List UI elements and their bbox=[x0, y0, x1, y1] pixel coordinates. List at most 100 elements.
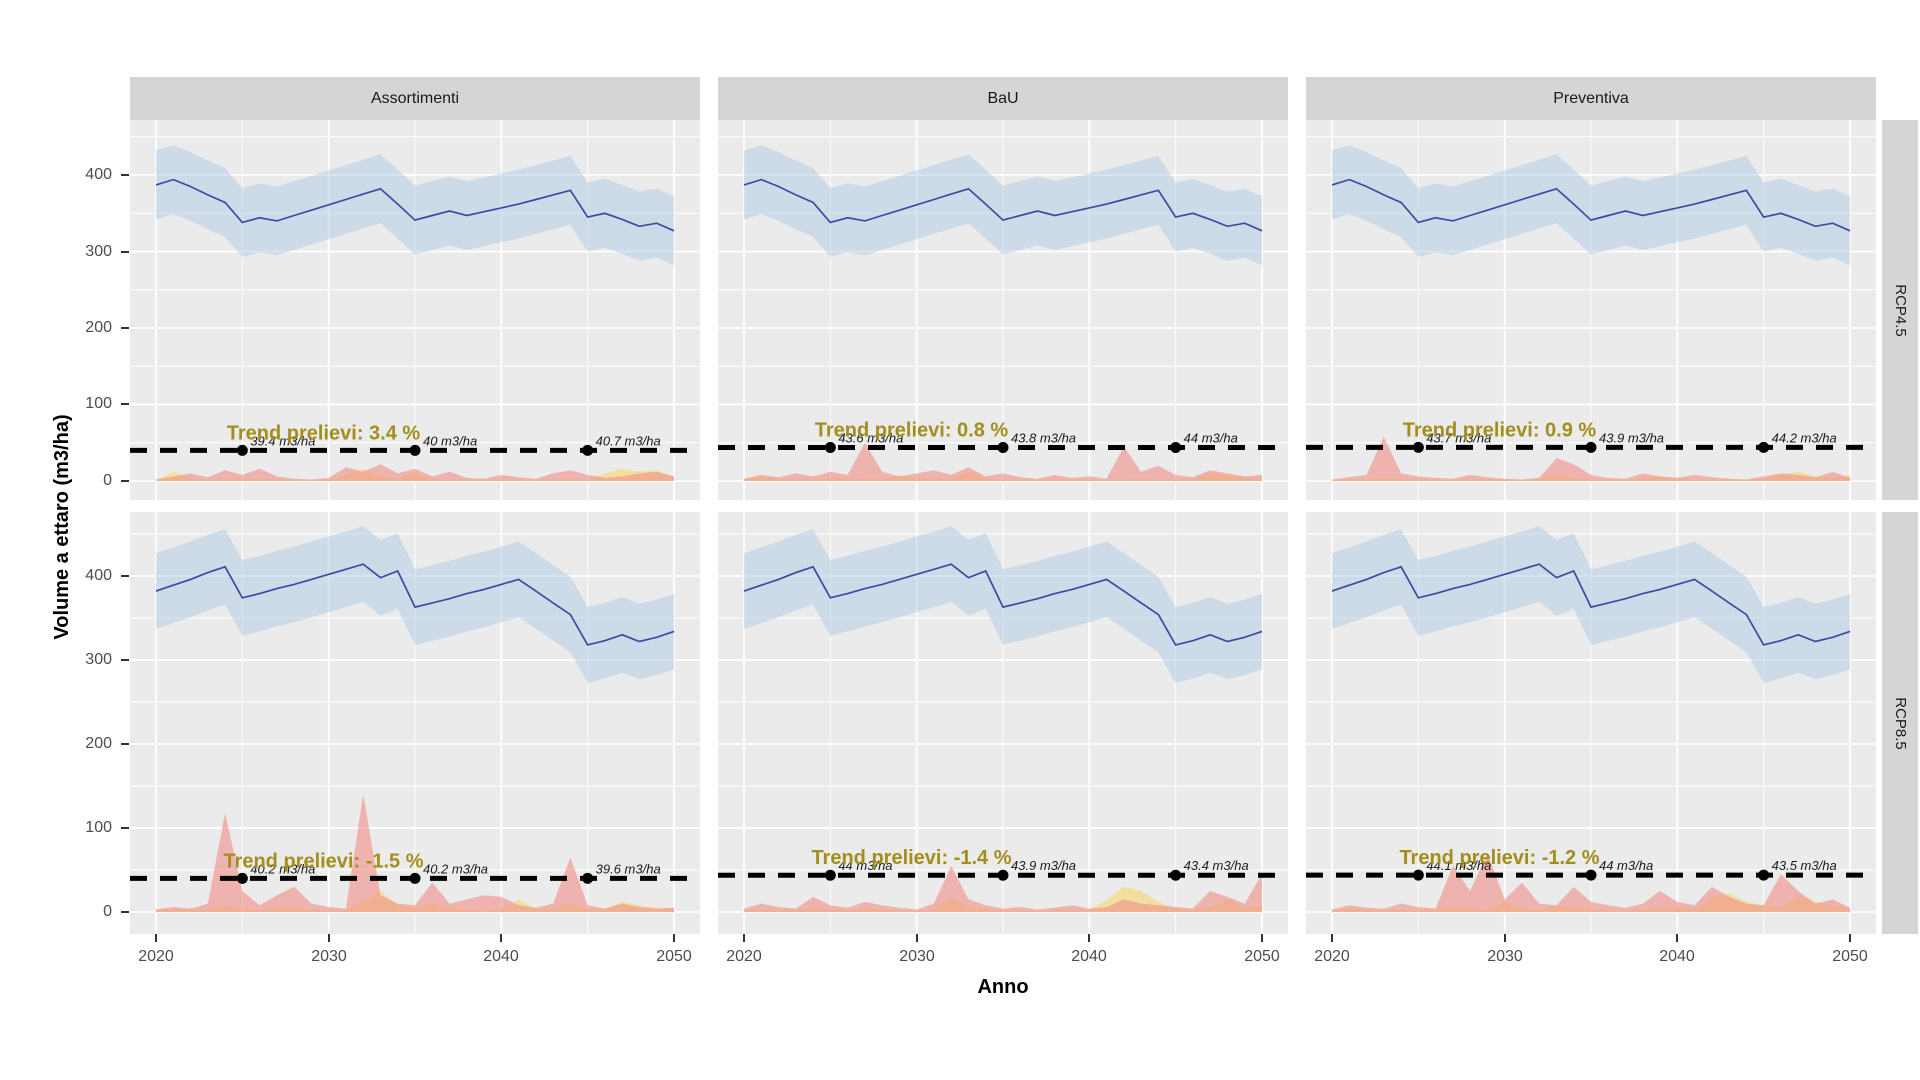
harvest-marker bbox=[409, 444, 421, 456]
prelievi-area-red bbox=[744, 865, 1262, 912]
harvest-marker bbox=[409, 872, 421, 884]
x-tick-label: 2020 bbox=[1302, 934, 1362, 966]
x-tick-label: 2030 bbox=[299, 934, 359, 966]
facet-strip-label: RCP8.5 bbox=[1891, 696, 1909, 750]
y-tick-label: 100 bbox=[40, 395, 129, 413]
facet-strip-label: BaU bbox=[987, 89, 1019, 107]
harvest-marker-label: 44 m3/ha bbox=[838, 858, 892, 873]
y-tick-label: 400 bbox=[40, 166, 129, 184]
harvest-marker bbox=[1412, 441, 1424, 453]
facet-strip-assortimenti: Assortimenti bbox=[130, 77, 700, 120]
panel-bau-rcp45: 43.6 m3/ha 43.8 m3/ha 44 m3/ha Trend prelie… bbox=[718, 120, 1288, 500]
facet-strip-rcp85: RCP8.5 bbox=[1882, 512, 1918, 934]
harvest-marker-label: 44.2 m3/ha bbox=[1772, 430, 1837, 445]
harvest-marker bbox=[582, 872, 594, 884]
panel-preventiva-rcp85: 44.1 m3/ha 44 m3/ha 43.5 m3/ha Trend prelie… bbox=[1306, 512, 1876, 934]
volume-line bbox=[743, 178, 1263, 232]
harvest-marker-label: 43.7 m3/ha bbox=[1426, 430, 1491, 445]
volume-ribbon bbox=[744, 145, 1262, 266]
harvest-marker-label: 39.4 m3/ha bbox=[250, 433, 315, 448]
x-tick-label: 2050 bbox=[1232, 934, 1292, 966]
y-tick-label: 200 bbox=[40, 735, 129, 753]
volume-ribbon bbox=[156, 526, 674, 683]
harvest-marker-label: 40.2 m3/ha bbox=[250, 861, 315, 876]
volume-line bbox=[1331, 563, 1851, 646]
y-tick-label: 0 bbox=[40, 903, 129, 921]
harvest-marker-label: 43.5 m3/ha bbox=[1772, 858, 1837, 873]
facet-strip-label: RCP4.5 bbox=[1891, 283, 1909, 337]
panel-assortimenti-rcp45: 39.4 m3/ha 40 m3/ha 40.7 m3/ha Trend prelie… bbox=[130, 120, 700, 500]
harvest-marker-label: 40.7 m3/ha bbox=[596, 433, 661, 448]
harvest-marker bbox=[997, 441, 1009, 453]
y-tick-label: 400 bbox=[40, 567, 129, 585]
volume-ribbon bbox=[744, 526, 1262, 683]
x-tick-label: 2020 bbox=[126, 934, 186, 966]
prelievi-area-red bbox=[1332, 853, 1850, 912]
y-tick-label: 100 bbox=[40, 819, 129, 837]
harvest-marker-label: 43.9 m3/ha bbox=[1599, 430, 1664, 445]
harvest-marker-label: 44 m3/ha bbox=[1599, 858, 1653, 873]
prelievi-area-red bbox=[744, 442, 1262, 481]
harvest-marker bbox=[1585, 441, 1597, 453]
facet-strip-label: Assortimenti bbox=[370, 89, 460, 107]
harvest-marker bbox=[236, 872, 248, 884]
harvest-marker bbox=[824, 869, 836, 881]
harvest-marker-label: 43.8 m3/ha bbox=[1011, 430, 1076, 445]
y-axis-title: Volume a ettaro (m3/ha) bbox=[51, 414, 73, 640]
harvest-marker bbox=[997, 869, 1009, 881]
harvest-marker-label: 43.9 m3/ha bbox=[1011, 858, 1076, 873]
volume-line bbox=[155, 563, 675, 646]
panel-bau-rcp85: 44 m3/ha 43.9 m3/ha 43.4 m3/ha Trend prelie… bbox=[718, 512, 1288, 934]
volume-line bbox=[1331, 178, 1851, 232]
facet-strip-rcp45: RCP4.5 bbox=[1882, 120, 1918, 500]
x-tick-label: 2030 bbox=[887, 934, 947, 966]
harvest-marker bbox=[1585, 869, 1597, 881]
trend-annotation: Trend prelievi: -1.2 % bbox=[1399, 847, 1599, 869]
harvest-marker-label: 43.4 m3/ha bbox=[1184, 858, 1249, 873]
facet-strip-label: Preventiva bbox=[1553, 89, 1629, 107]
harvest-marker bbox=[824, 441, 836, 453]
x-axis-title: Anno bbox=[977, 976, 1029, 998]
y-tick-label: 300 bbox=[40, 243, 129, 261]
volume-ribbon bbox=[1332, 526, 1850, 683]
trend-annotation: Trend prelievi: -1.5 % bbox=[223, 850, 423, 872]
x-tick-label: 2050 bbox=[644, 934, 704, 966]
x-tick-label: 2040 bbox=[471, 934, 531, 966]
harvest-marker bbox=[1170, 441, 1182, 453]
x-tick-label: 2040 bbox=[1647, 934, 1707, 966]
facet-strip-preventiva: Preventiva bbox=[1306, 77, 1876, 120]
trend-annotation: Trend prelievi: 3.4 % bbox=[227, 422, 421, 444]
harvest-marker-label: 44 m3/ha bbox=[1184, 430, 1238, 445]
y-tick-label: 300 bbox=[40, 651, 129, 669]
harvest-marker-label: 40.2 m3/ha bbox=[423, 861, 488, 876]
trend-annotation: Trend prelievi: 0.8 % bbox=[815, 419, 1009, 441]
harvest-marker bbox=[1412, 869, 1424, 881]
harvest-marker bbox=[582, 444, 594, 456]
harvest-marker bbox=[1170, 869, 1182, 881]
harvest-marker bbox=[236, 444, 248, 456]
prelievi-area-red bbox=[156, 464, 674, 481]
volume-line bbox=[155, 178, 675, 232]
harvest-marker-label: 40 m3/ha bbox=[423, 433, 477, 448]
x-tick-label: 2020 bbox=[714, 934, 774, 966]
harvest-marker bbox=[1758, 869, 1770, 881]
harvest-marker bbox=[1758, 441, 1770, 453]
volume-line bbox=[743, 563, 1263, 646]
panel-preventiva-rcp45: 43.7 m3/ha 43.9 m3/ha 44.2 m3/ha Trend prel… bbox=[1306, 120, 1876, 500]
trend-annotation: Trend prelievi: 0.9 % bbox=[1403, 419, 1597, 441]
x-tick-label: 2040 bbox=[1059, 934, 1119, 966]
panel-assortimenti-rcp85: 40.2 m3/ha 40.2 m3/ha 39.6 m3/ha Trend prel… bbox=[130, 512, 700, 934]
facet-strip-bau: BaU bbox=[718, 77, 1288, 120]
harvest-marker-label: 44.1 m3/ha bbox=[1426, 858, 1491, 873]
harvest-marker-label: 39.6 m3/ha bbox=[596, 861, 661, 876]
y-tick-label: 200 bbox=[40, 319, 129, 337]
x-tick-label: 2030 bbox=[1475, 934, 1535, 966]
x-tick-label: 2050 bbox=[1820, 934, 1880, 966]
prelievi-area-red bbox=[1332, 436, 1850, 481]
harvest-marker-label: 43.6 m3/ha bbox=[838, 430, 903, 445]
trend-annotation: Trend prelievi: -1.4 % bbox=[811, 847, 1011, 869]
volume-ribbon bbox=[156, 145, 674, 266]
y-tick-label: 0 bbox=[40, 472, 129, 490]
volume-ribbon bbox=[1332, 145, 1850, 266]
